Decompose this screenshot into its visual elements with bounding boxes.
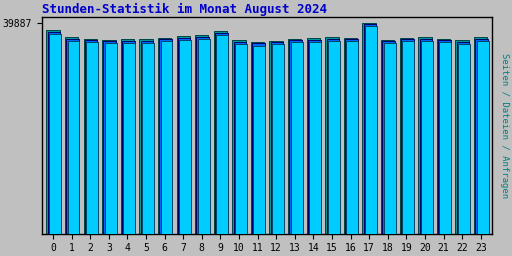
Bar xyxy=(83,39,97,233)
Bar xyxy=(123,43,135,233)
Bar xyxy=(325,37,338,233)
Bar xyxy=(291,42,303,233)
Bar xyxy=(457,42,470,233)
Bar xyxy=(438,40,451,233)
Bar xyxy=(362,23,376,233)
Bar xyxy=(269,41,283,233)
Bar xyxy=(401,39,414,233)
Bar xyxy=(197,37,209,233)
Bar xyxy=(383,44,396,233)
Bar xyxy=(215,33,228,233)
Bar xyxy=(364,24,376,233)
Bar xyxy=(477,41,488,233)
Bar xyxy=(65,37,78,233)
Bar xyxy=(214,31,227,233)
Bar xyxy=(179,40,191,233)
Bar xyxy=(158,38,172,233)
Bar xyxy=(121,39,134,233)
Bar xyxy=(47,30,60,233)
Y-axis label: Seiten / Dateien / Anfragen: Seiten / Dateien / Anfragen xyxy=(500,53,509,198)
Bar xyxy=(178,38,190,233)
Bar xyxy=(402,41,414,233)
Bar xyxy=(103,41,116,233)
Bar xyxy=(216,35,228,233)
Bar xyxy=(271,42,284,233)
Bar xyxy=(439,42,452,233)
Bar xyxy=(456,40,469,233)
Bar xyxy=(345,39,358,233)
Bar xyxy=(235,44,247,233)
Bar xyxy=(475,39,488,233)
Bar xyxy=(195,35,208,233)
Bar xyxy=(122,41,135,233)
Bar xyxy=(419,39,432,233)
Bar xyxy=(272,45,284,233)
Bar xyxy=(139,39,153,233)
Bar xyxy=(252,44,265,233)
Bar xyxy=(85,40,97,233)
Bar xyxy=(198,39,209,233)
Bar xyxy=(251,42,264,233)
Bar xyxy=(382,41,395,233)
Bar xyxy=(48,32,60,233)
Bar xyxy=(105,44,117,233)
Bar xyxy=(289,40,302,233)
Bar xyxy=(177,36,190,233)
Bar xyxy=(400,38,413,233)
Bar xyxy=(86,42,98,233)
Bar xyxy=(308,40,321,233)
Bar xyxy=(102,40,116,233)
Bar xyxy=(68,41,79,233)
Bar xyxy=(288,39,302,233)
Bar xyxy=(253,46,265,233)
Bar xyxy=(49,34,61,233)
Bar xyxy=(142,43,154,233)
Bar xyxy=(161,41,173,233)
Bar xyxy=(418,37,432,233)
Text: Stunden-Statistik im Monat August 2024: Stunden-Statistik im Monat August 2024 xyxy=(42,3,327,16)
Bar xyxy=(458,44,470,233)
Bar xyxy=(232,40,246,233)
Bar xyxy=(328,41,340,233)
Bar xyxy=(141,41,153,233)
Bar xyxy=(381,40,394,233)
Bar xyxy=(347,41,358,233)
Bar xyxy=(66,39,79,233)
Bar xyxy=(327,39,339,233)
Bar xyxy=(421,41,433,233)
Bar xyxy=(307,38,320,233)
Bar xyxy=(344,38,357,233)
Bar xyxy=(437,39,450,233)
Bar xyxy=(474,37,487,233)
Bar xyxy=(365,26,377,233)
Bar xyxy=(309,42,321,233)
Bar xyxy=(159,39,172,233)
Bar xyxy=(233,42,246,233)
